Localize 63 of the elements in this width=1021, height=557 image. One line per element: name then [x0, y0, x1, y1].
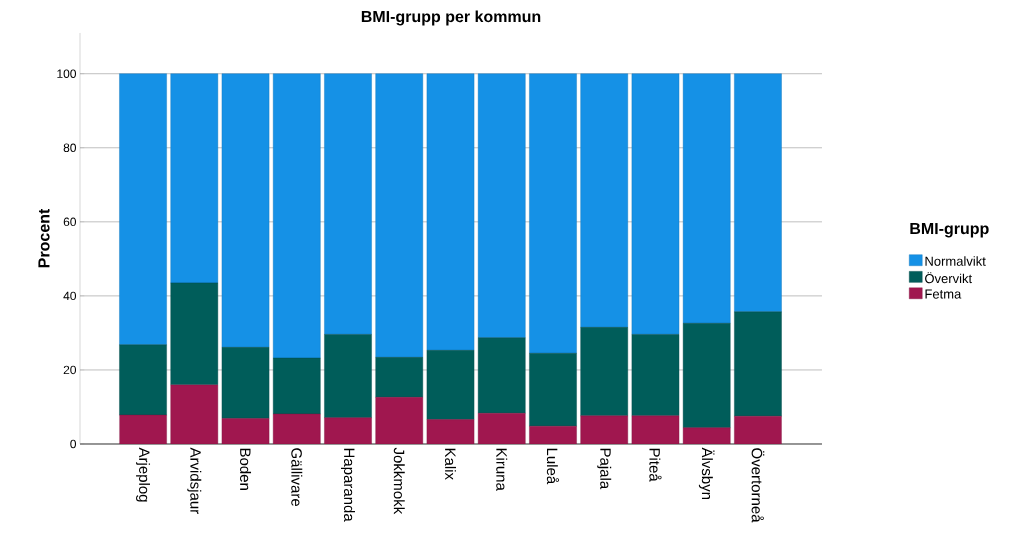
bar	[529, 73, 577, 354]
legend-label: Övervikt	[925, 272, 973, 284]
bar	[221, 73, 270, 348]
bar	[734, 416, 782, 444]
x-tick-label: Kalix	[444, 448, 456, 480]
bar	[631, 73, 680, 335]
bar	[119, 414, 167, 444]
bar	[221, 347, 270, 419]
bar	[580, 327, 628, 417]
bar	[477, 73, 526, 338]
y-tick-label: 100	[57, 69, 77, 78]
bar	[272, 357, 321, 415]
legend-label: Normalvikt	[925, 256, 986, 266]
bar	[119, 344, 167, 416]
bar	[477, 337, 526, 414]
bar	[580, 73, 628, 328]
x-tick-label: Piteå	[649, 448, 662, 482]
bar	[682, 323, 731, 428]
x-tick-label: Luleå	[546, 448, 560, 485]
bar	[477, 413, 526, 444]
x-tick-label: Arvidsjaur	[187, 447, 202, 514]
bar	[631, 415, 680, 444]
y-tick-label: 60	[63, 217, 77, 227]
bar	[682, 427, 731, 444]
x-tick-label: Boden	[240, 448, 252, 490]
x-tick-label: Gällivare	[291, 448, 303, 507]
bar	[734, 311, 782, 417]
bar	[529, 353, 577, 427]
x-tick-label: Jokkmokk	[393, 447, 405, 515]
bar	[426, 73, 475, 351]
bar	[324, 334, 372, 418]
bar	[170, 384, 219, 444]
bar	[375, 357, 424, 398]
chart-title: BMI-grupp per kommun	[361, 10, 541, 26]
bar	[375, 73, 424, 358]
legend-label: Fetma	[925, 289, 962, 299]
x-tick-label: Pajala	[597, 448, 612, 490]
y-axis-title: Procent	[38, 208, 50, 268]
y-tick-label: 40	[63, 291, 77, 301]
x-tick-label: Kiruna	[496, 448, 508, 491]
y-tick-label: 0	[70, 439, 77, 449]
bar	[170, 282, 219, 385]
x-tick-label: Övertorneå	[751, 448, 765, 523]
bar	[221, 418, 270, 444]
x-tick-label: Älvsbyn	[698, 447, 715, 500]
bar	[272, 413, 321, 444]
bar	[426, 419, 475, 444]
x-tick-label: Haparanda	[341, 448, 355, 522]
bar	[272, 73, 321, 359]
bar	[734, 73, 782, 312]
bar	[324, 73, 372, 335]
bar	[426, 350, 475, 420]
bar	[119, 73, 167, 345]
legend-title: BMI-grupp	[910, 223, 989, 238]
y-tick-label: 20	[63, 365, 77, 375]
bar	[375, 397, 424, 444]
x-tick-label: Arjeplog	[136, 447, 151, 502]
bar	[170, 73, 219, 284]
y-tick-label: 80	[63, 143, 77, 153]
bar	[631, 334, 680, 417]
bar	[682, 73, 731, 324]
bar	[580, 415, 628, 444]
bar	[324, 417, 372, 444]
